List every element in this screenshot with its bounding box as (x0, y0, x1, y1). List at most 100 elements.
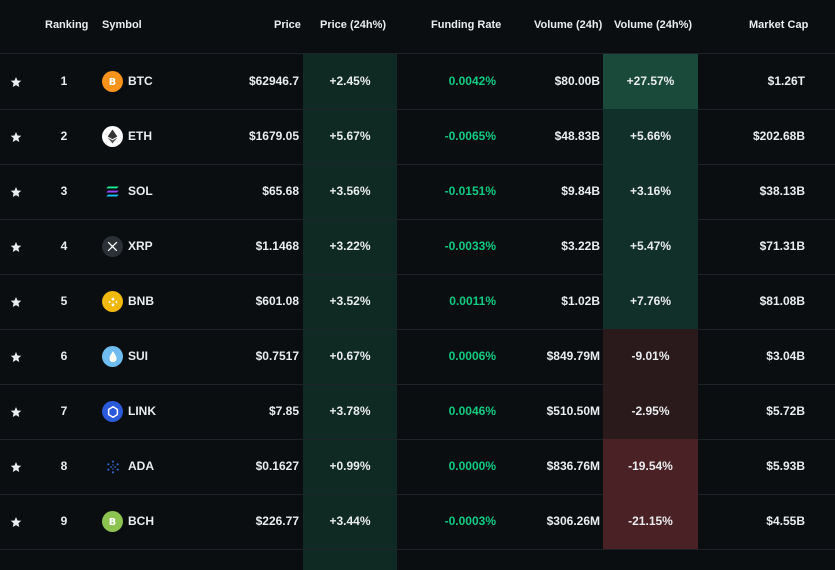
symbol-link[interactable]: XRP (128, 239, 153, 253)
symbol-link[interactable]: ADA (128, 459, 154, 473)
rank: 6 (60, 349, 68, 363)
symbol-link[interactable]: LINK (128, 404, 156, 418)
volume-change: +7.76% (603, 274, 698, 329)
chainlink-icon (102, 401, 123, 422)
price: $1.1468 (255, 239, 299, 253)
volume: $48.83B (554, 129, 600, 143)
market-cap: $81.08B (759, 294, 805, 308)
favorite-star-icon[interactable] (9, 219, 23, 274)
funding-rate: -0.0151% (444, 184, 496, 198)
volume-change: -2.95% (603, 384, 698, 439)
symbol-link[interactable]: BNB (128, 294, 154, 308)
header-symbol[interactable]: Symbol (102, 19, 142, 31)
header-ranking[interactable]: Ranking (45, 19, 89, 31)
header-volume[interactable]: Volume (24h) (534, 19, 603, 31)
volume: $9.84B (561, 184, 600, 198)
table-row[interactable]: 2 ETH $1679.05 +5.67% -0.0065% $48.83B +5.66% $… (0, 109, 835, 165)
market-cap: $1.26T (767, 74, 805, 88)
market-cap: $5.93B (766, 459, 805, 473)
volume: $80.00B (554, 74, 600, 88)
favorite-star-icon[interactable] (9, 274, 23, 329)
table-row[interactable]: 6 SUI $0.7517 +0.67% 0.0006% $849.79M -9.01% $3… (0, 329, 835, 385)
price: $65.68 (262, 184, 299, 198)
bitcoin-icon: B (102, 71, 123, 92)
svg-text:B: B (109, 77, 116, 88)
price: $1679.05 (248, 129, 299, 143)
header-funding-rate[interactable]: Funding Rate (431, 19, 502, 31)
symbol-link[interactable]: SUI (128, 349, 149, 363)
favorite-star-icon[interactable] (9, 439, 23, 494)
favorite-star-icon[interactable] (9, 329, 23, 384)
favorite-star-icon[interactable] (9, 164, 23, 219)
table-row[interactable]: 9 B BCH $226.77 +3.44% -0.0003% $306.26M -21.15… (0, 494, 835, 550)
volume: $510.50M (546, 404, 600, 418)
funding-rate: -0.0065% (444, 129, 496, 143)
rank: 3 (60, 184, 68, 198)
table-row[interactable]: 5 BNB $601.08 +3.52% 0.0011% $1.02B +7.76% $81.… (0, 274, 835, 330)
price-change: +3.78% (329, 404, 371, 418)
symbol-link[interactable]: BTC (128, 74, 153, 88)
table-row[interactable]: 1 B BTC $62946.7 +2.45% 0.0042% $80.00B +27.57%… (0, 54, 835, 110)
xrp-icon (102, 236, 123, 257)
favorite-star-icon[interactable] (9, 54, 23, 109)
volume-change: +5.47% (603, 219, 698, 274)
price-change: +5.67% (329, 129, 371, 143)
table-row[interactable]: 7 LINK $7.85 +3.78% 0.0046% $510.50M -2.95% $5.… (0, 384, 835, 440)
price-change: +0.99% (329, 459, 371, 473)
volume: $306.26M (546, 514, 600, 528)
symbol-link[interactable]: ETH (128, 129, 152, 143)
header-price[interactable]: Price (274, 19, 301, 31)
volume: $3.22B (561, 239, 600, 253)
price: $226.77 (255, 514, 299, 528)
market-cap: $202.68B (752, 129, 805, 143)
price-change: +3.22% (329, 239, 371, 253)
market-cap: $3.04B (766, 349, 805, 363)
market-cap: $5.72B (766, 404, 805, 418)
rank: 8 (60, 459, 68, 473)
favorite-star-icon[interactable] (9, 494, 23, 549)
funding-rate: -0.0033% (444, 239, 496, 253)
favorite-star-icon[interactable] (9, 384, 23, 439)
funding-rate: -0.0003% (444, 514, 496, 528)
header-market-cap[interactable]: Market Cap (749, 19, 809, 31)
price: $7.85 (268, 404, 299, 418)
price: $62946.7 (248, 74, 299, 88)
price-change-column-bg (303, 53, 397, 570)
volume-change: -19.54% (603, 439, 698, 494)
rank: 5 (60, 294, 68, 308)
sui-icon (102, 346, 123, 367)
price-change: +3.44% (329, 514, 371, 528)
rank: 7 (60, 404, 68, 418)
volume-change: +3.16% (603, 164, 698, 219)
price-change: +0.67% (329, 349, 371, 363)
rank: 2 (60, 129, 68, 143)
funding-rate: 0.0000% (448, 459, 496, 473)
favorite-star-icon[interactable] (9, 109, 23, 164)
symbol-link[interactable]: SOL (128, 184, 153, 198)
table-header: Ranking Symbol Price Price (24h%) Fundin… (0, 0, 835, 54)
rank: 9 (60, 514, 68, 528)
market-cap: $71.31B (759, 239, 805, 253)
cardano-icon (102, 456, 123, 477)
volume: $836.76M (546, 459, 600, 473)
rank: 1 (60, 74, 68, 88)
header-price-change[interactable]: Price (24h%) (320, 19, 387, 31)
symbol-link[interactable]: BCH (128, 514, 154, 528)
price-change: +3.56% (329, 184, 371, 198)
market-cap: $4.55B (766, 514, 805, 528)
price: $601.08 (255, 294, 299, 308)
header-volume-change[interactable]: Volume (24h%) (614, 19, 693, 31)
price-change: +3.52% (329, 294, 371, 308)
bnb-icon (102, 291, 123, 312)
price: $0.1627 (255, 459, 299, 473)
rank: 4 (60, 239, 68, 253)
market-cap: $38.13B (759, 184, 805, 198)
svg-text:B: B (109, 517, 116, 528)
table-row[interactable]: 8 ADA $0.1627 +0.99% 0.0000% $836.76M -19.54% $… (0, 439, 835, 495)
table-row[interactable]: 4 XRP $1.1468 +3.22% -0.0033% $3.22B +5.47% $71… (0, 219, 835, 275)
volume-change: +27.57% (603, 54, 698, 109)
next-row-peek (0, 566, 835, 570)
volume: $1.02B (561, 294, 600, 308)
table-row[interactable]: 3 SOL $65.68 +3.56% -0.0151% $9.84B +3.16% $38.… (0, 164, 835, 220)
